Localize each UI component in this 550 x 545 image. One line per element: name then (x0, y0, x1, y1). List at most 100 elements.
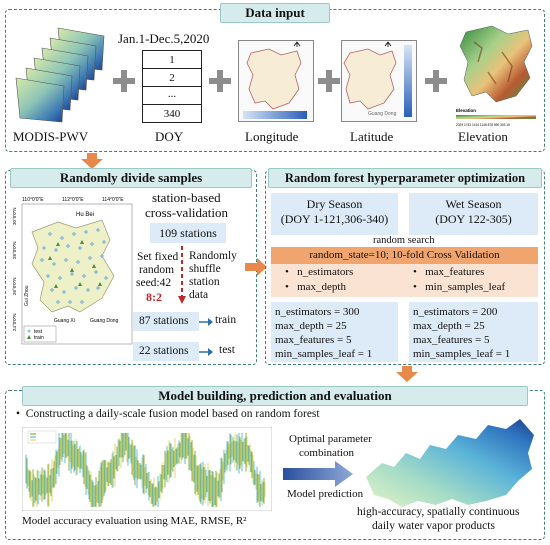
wet-season-box: Wet Season (DOY 122-305) (409, 193, 538, 235)
doy-cell-2: 2 (142, 68, 202, 87)
train-count-box: 87 stations (133, 312, 199, 331)
doy-cell-340: 340 (142, 104, 202, 123)
train-label: train (215, 314, 237, 326)
plus-icon (113, 70, 135, 92)
map-lat-tick: 26°0'0"N (12, 277, 17, 295)
dry-season-title: Dry Season (306, 197, 363, 211)
model-bullet: • Constructing a daily-scale fusion mode… (16, 408, 320, 420)
down-arrow-icon (81, 153, 103, 169)
eval-label: Model accuracy evaluation using MAE, RMS… (22, 515, 247, 527)
date-range-label: Jan.1-Dec.5,2020 (118, 31, 210, 46)
doy-label: DOY (155, 129, 184, 144)
map-lon-tick: 114°0'0"E (102, 197, 124, 203)
station-map: 110°0'0"E 112°0'0"E 114°0'0"E 30°0'0"N 2… (12, 197, 133, 345)
random-search-label: random search (373, 235, 435, 246)
map-lat-tick: 30°0'0"N (12, 207, 17, 225)
plus-icon (425, 70, 447, 92)
shuffle-4: data (189, 289, 209, 301)
map-lat-tick: 28°0'0"N (12, 241, 17, 259)
map-legend-test: test (34, 329, 43, 335)
optimal-param-2: combination (299, 447, 354, 459)
wet-season-doy: (DOY 122-305) (435, 212, 512, 226)
map-legend-train: train (34, 335, 44, 341)
hunan-outline-icon: Guang Dong (246, 41, 308, 117)
elevation-label: Elevation (458, 129, 508, 144)
fixed-seed-2: random (139, 264, 175, 276)
longitude-map: Guang Dong (238, 40, 314, 122)
map-lon-tick: 112°0'0"E (62, 197, 84, 203)
shuffle-1: Randomly (189, 250, 237, 262)
param-min-samples-leaf: • min_samples_leaf (413, 281, 506, 293)
right-arrow-icon (199, 348, 213, 356)
plus-icon (209, 70, 231, 92)
train-count: 87 stations (139, 315, 189, 327)
latitude-label: Latitude (350, 129, 394, 144)
modis-pwv-label: MODIS-PWV (13, 129, 89, 144)
stations-total-box: 109 stations (150, 223, 226, 243)
red-dashed-arrow-icon (178, 246, 186, 304)
data-input-title: Data input (220, 3, 330, 23)
split-ratio: 8:2 (146, 290, 162, 304)
map-gui-zhou: Gui Zhou (24, 285, 30, 306)
fixed-seed-1: Set fixed (137, 251, 179, 263)
fixed-seed-3: seed:42 (136, 277, 172, 289)
right-arrow-icon (245, 258, 267, 276)
param-max-features: • max_features (413, 266, 485, 278)
rf-title: Random forest hyperparameter optimizatio… (268, 168, 542, 188)
param-max-depth: • max_depth (285, 281, 346, 293)
time-series-plot (22, 427, 272, 511)
modis-pwv-image-stack (15, 27, 105, 123)
divide-title: Randomly divide samples (10, 168, 252, 188)
wet-results-box: n_estimators = 200 max_depth = 25 max_fe… (409, 302, 538, 362)
dry-result: min_samples_leaf = 1 (275, 348, 373, 360)
map-lon-tick: 110°0'0"E (22, 197, 44, 203)
water-vapor-map (366, 419, 534, 507)
wet-result: max_features = 5 (413, 334, 490, 346)
wet-result: max_depth = 25 (413, 320, 485, 332)
model-title: Model building, prediction and evaluatio… (22, 386, 528, 406)
latitude-gradient-bar (404, 45, 412, 117)
product-1: high-accuracy, spatially continuous (357, 506, 520, 518)
test-label: test (219, 344, 235, 356)
dry-result: max_depth = 25 (275, 320, 347, 332)
hunan-outline-icon: Guang Dong (343, 41, 397, 117)
dry-results-box: n_estimators = 300 max_depth = 25 max_fe… (271, 302, 398, 362)
dry-season-box: Dry Season (DOY 1-121,306-340) (271, 193, 398, 235)
plus-icon (318, 70, 340, 92)
wet-season-title: Wet Season (445, 197, 502, 211)
optimal-param-1: Optimal parameter (289, 433, 372, 445)
longitude-gradient-bar (243, 111, 307, 119)
model-prediction-label: Model prediction (287, 488, 364, 500)
shuffle-3: station (189, 276, 220, 288)
doy-cell-1: 1 (142, 50, 202, 69)
test-count-box: 22 stations (133, 342, 199, 361)
wet-result: n_estimators = 200 (413, 306, 498, 318)
wet-result: min_samples_leaf = 1 (413, 348, 511, 360)
dry-season-doy: (DOY 1-121,306-340) (280, 212, 389, 226)
longitude-label: Longitude (245, 129, 299, 144)
param-n-estimators: • n_estimators (285, 266, 354, 278)
stations-total: 109 stations (159, 226, 217, 240)
search-config-bar: random_state=10; 10-fold Cross Validatio… (271, 247, 538, 264)
down-arrow-icon (396, 366, 418, 382)
latitude-map-guang-dong: Guang Dong (368, 111, 397, 117)
right-arrow-icon (199, 318, 213, 326)
elevation-map: Elevation 2029 1743 1414 1146 878 590 30… (456, 25, 536, 127)
doy-cell-ellipsis: ... (142, 86, 202, 105)
map-hu-bei: Hu Bei (76, 212, 94, 218)
map-guang-dong: Guang Dong (90, 318, 119, 324)
elevation-legend-title: Elevation (456, 108, 476, 113)
dry-result: n_estimators = 300 (275, 306, 360, 318)
map-lat-tick: 24°0'0"N (12, 313, 17, 331)
product-2: daily water vapor products (372, 520, 495, 532)
elevation-legend-ticks: 2029 1743 1414 1146 878 590 303 15 (456, 123, 510, 127)
test-count: 22 stations (139, 345, 189, 357)
latitude-map: Guang Dong (341, 40, 417, 122)
search-config: random_state=10; 10-fold Cross Validatio… (309, 249, 500, 261)
dry-result: max_features = 5 (275, 334, 352, 346)
map-guang-xi: Guang Xi (54, 318, 75, 324)
right-arrow-icon (283, 461, 353, 487)
search-params-box (271, 264, 538, 297)
cv-label-2: cross-validation (145, 205, 229, 220)
cv-label-1: station-based (152, 190, 221, 205)
